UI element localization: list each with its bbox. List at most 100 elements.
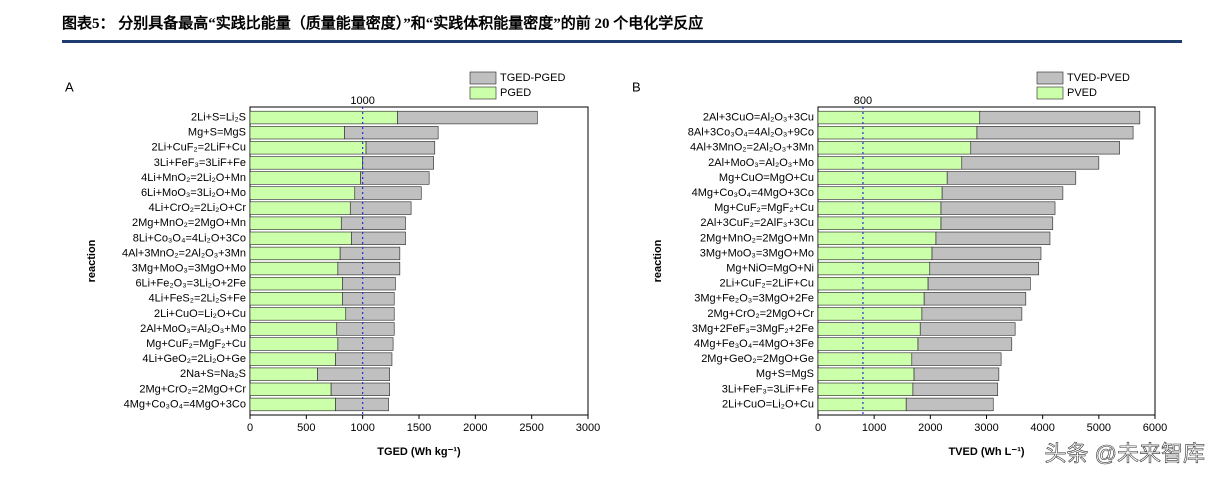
figure-title: 图表5： 分别具备最高“实践比能量（质量能量密度）”和“实践体积能量密度”的前 … xyxy=(62,16,704,32)
bar-segment xyxy=(817,110,981,125)
bar-segment xyxy=(817,246,933,261)
bar-segment xyxy=(817,337,919,351)
category-label: 2Al+MoO₃=Al₂O₃+Mo xyxy=(140,323,246,335)
legend-swatch xyxy=(1036,71,1064,85)
y-axis-label: reaction xyxy=(652,239,664,282)
bar-segment xyxy=(817,322,921,336)
bar-segment xyxy=(249,216,342,230)
bar-segment xyxy=(817,231,937,245)
header-rule xyxy=(62,40,1182,43)
category-label: 4Al+3MnO₂=2Al₂O₃+3Mn xyxy=(690,142,814,154)
category-label: 2Al+3CuF₂=2AlF₃+3Cu xyxy=(700,217,814,229)
x-axis-label: TVED (Wh L⁻¹) xyxy=(948,446,1024,458)
category-label: Mg+NiO=MgO+Ni xyxy=(726,262,814,274)
bar-segment xyxy=(335,352,393,366)
bar-segment xyxy=(340,216,406,230)
category-label: Mg+CuF₂=MgF₂+Cu xyxy=(146,338,246,350)
bar-segment xyxy=(337,337,394,351)
bar-segment xyxy=(354,186,422,200)
bar-segment xyxy=(817,277,929,291)
x-tick-label: 1000 xyxy=(862,422,886,434)
category-label: 3Mg+MoO₃=3MgO+Mo xyxy=(700,247,814,259)
bar-segment xyxy=(917,337,1013,351)
category-label: Mg+S=MgS xyxy=(756,368,814,380)
category-label: Mg+S=MgS xyxy=(188,127,246,139)
legend-swatch xyxy=(469,71,497,85)
category-label: 4Mg+Co₃O₄=4MgO+3Co xyxy=(124,398,246,410)
category-label: 4Mg+Fe₃O₄=4MgO+3Fe xyxy=(694,338,814,350)
category-label: 2Na+S=Na₂S xyxy=(180,368,246,380)
category-label: 3Li+FeF₃=3LiF+Fe xyxy=(154,157,246,169)
x-tick-label: 6000 xyxy=(1143,422,1167,434)
category-label: 2Li+CuO=Li₂O+Cu xyxy=(722,398,814,410)
bar-segment xyxy=(817,382,914,396)
category-label: 2Al+MoO₃=Al₂O₃+Mo xyxy=(708,157,814,169)
bar-segment xyxy=(817,397,907,412)
bar-segment xyxy=(976,126,1134,140)
x-tick-label: 2000 xyxy=(463,422,487,434)
bar-segment xyxy=(317,367,391,381)
category-label: 6Li+MoO₃=3Li₂O+Mo xyxy=(141,187,246,199)
category-label: 2Mg+MnO₂=2MgO+Mn xyxy=(132,217,246,229)
bar-segment xyxy=(249,156,363,170)
bar-segment xyxy=(931,246,1042,261)
bar-segment xyxy=(249,307,347,321)
bar-segment xyxy=(905,397,994,412)
bar-segment xyxy=(817,141,972,155)
category-label: 2Mg+CrO₂=2MgO+Cr xyxy=(139,383,246,395)
x-tick-label: 1500 xyxy=(407,422,431,434)
bar-segment xyxy=(249,337,339,351)
bar-segment xyxy=(336,322,395,336)
bar-segment xyxy=(349,201,412,215)
legend-label: PGED xyxy=(500,87,531,99)
bar-segment xyxy=(339,246,401,261)
bar-segment xyxy=(817,261,931,276)
bar-segment xyxy=(919,322,1016,336)
panel-label: B xyxy=(632,79,641,94)
bar-segment xyxy=(929,261,1040,276)
bar-segment xyxy=(249,141,367,155)
bar-segment xyxy=(249,277,343,291)
bar-segment xyxy=(249,110,398,125)
bar-segment xyxy=(249,231,352,245)
bar-segment xyxy=(940,201,1056,215)
legend-swatch xyxy=(469,86,497,100)
x-tick-label: 500 xyxy=(297,422,315,434)
category-label: 4Li+FeS₂=2Li₂S+Fe xyxy=(148,293,246,305)
bar-segment xyxy=(249,171,361,185)
category-label: 2Li+CuF₂=2LiF+Cu xyxy=(152,142,246,154)
legend-label: TVED-PVED xyxy=(1067,72,1130,84)
bar-segment xyxy=(362,156,434,170)
bar-segment xyxy=(360,171,430,185)
bar-segment xyxy=(817,307,923,321)
bar-segment xyxy=(249,367,318,381)
bar-segment xyxy=(817,292,925,306)
x-tick-label: 4000 xyxy=(1030,422,1054,434)
bar-segment xyxy=(961,156,1100,170)
category-label: 3Li+FeF₃=3LiF+Fe xyxy=(722,383,814,395)
bar-segment xyxy=(817,216,942,230)
category-label: 8Al+3Co₃O₄=4Al₂O₃+9Co xyxy=(688,127,814,139)
bar-segment xyxy=(365,141,436,155)
bar-segment xyxy=(935,231,1051,245)
bar-segment xyxy=(397,110,538,125)
legend-swatch xyxy=(1036,86,1064,100)
category-label: 3Mg+Fe₂O₃=3MgO+2Fe xyxy=(694,293,814,305)
category-label: 2Li+CuF₂=2LiF+Cu xyxy=(720,278,814,290)
bar-segment xyxy=(817,126,978,140)
category-label: 4Mg+Co₃O₄=4MgO+3Co xyxy=(692,187,814,199)
category-label: 3Mg+MoO₃=3MgO+Mo xyxy=(132,262,246,274)
bar-segment xyxy=(979,110,1141,125)
legend-label: PVED xyxy=(1067,87,1097,99)
reference-label: 1000 xyxy=(350,95,374,107)
bar-segment xyxy=(249,201,351,215)
category-label: 4Li+MnO₂=2Li₂O+Mn xyxy=(141,172,246,184)
x-axis-label: TGED (Wh kg⁻¹) xyxy=(377,446,461,458)
x-tick-label: 2000 xyxy=(918,422,942,434)
bar-segment xyxy=(970,141,1120,155)
bar-segment xyxy=(249,292,343,306)
bar-segment xyxy=(337,261,401,276)
bar-segment xyxy=(911,352,1002,366)
